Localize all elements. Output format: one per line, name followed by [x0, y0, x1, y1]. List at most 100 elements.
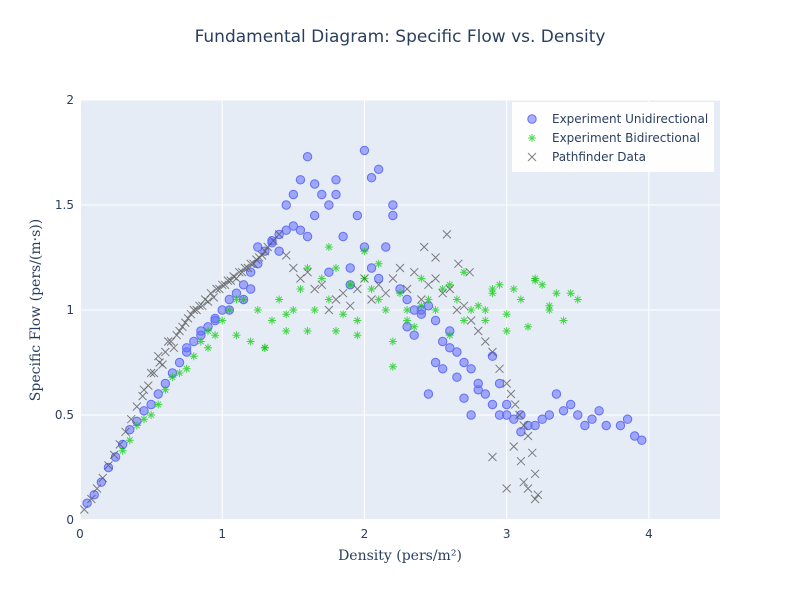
data-point	[494, 378, 505, 389]
data-point	[282, 327, 291, 335]
data-point	[353, 331, 362, 340]
data-point	[373, 164, 384, 175]
data-point	[189, 305, 199, 315]
data-point	[551, 389, 562, 399]
data-point	[253, 242, 263, 252]
data-point	[288, 221, 299, 231]
data-point	[332, 264, 340, 272]
data-point	[140, 415, 148, 424]
data-point	[98, 473, 108, 483]
data-point	[544, 410, 555, 420]
series-circle	[82, 145, 647, 508]
series-layer	[79, 145, 647, 514]
data-point	[192, 305, 201, 315]
data-point	[516, 427, 526, 437]
data-point	[324, 267, 334, 277]
data-point	[204, 343, 212, 352]
data-point	[178, 322, 187, 332]
data-point	[467, 306, 476, 314]
data-point	[92, 484, 102, 493]
data-point	[488, 289, 497, 298]
data-point	[622, 414, 633, 424]
data-point	[212, 284, 221, 294]
data-point	[453, 259, 463, 269]
data-point	[559, 316, 568, 325]
data-point	[523, 484, 533, 493]
data-point	[288, 263, 298, 273]
data-point	[519, 477, 529, 487]
data-point	[332, 327, 340, 335]
data-point	[466, 316, 476, 325]
legend-item[interactable]: Pathfinder Data	[527, 150, 646, 164]
data-point	[445, 284, 455, 294]
data-point	[524, 322, 532, 331]
data-point	[537, 414, 547, 424]
data-point	[215, 284, 224, 294]
data-point	[587, 414, 597, 424]
data-point	[87, 494, 96, 504]
data-point	[274, 230, 284, 239]
data-point	[220, 280, 230, 290]
data-point	[465, 267, 475, 277]
data-point	[232, 331, 241, 340]
data-point	[302, 231, 313, 242]
data-point	[460, 268, 468, 277]
data-point	[309, 210, 320, 221]
data-point	[573, 410, 583, 420]
data-point	[423, 389, 434, 399]
data-point	[295, 225, 306, 235]
data-point	[245, 284, 256, 294]
x-tick-label: 2	[361, 527, 369, 541]
data-point	[495, 364, 504, 374]
data-point	[339, 310, 348, 319]
data-point	[509, 414, 519, 424]
data-point	[487, 351, 498, 361]
data-point	[360, 247, 369, 256]
data-point	[274, 246, 284, 256]
data-point	[509, 442, 519, 451]
data-point	[232, 295, 241, 304]
legend-item[interactable]: Experiment Bidirectional	[528, 131, 700, 145]
data-point	[637, 435, 647, 445]
data-point	[515, 410, 524, 420]
legend-item[interactable]: Experiment Unidirectional	[527, 112, 708, 126]
data-point	[388, 362, 397, 371]
data-point	[296, 285, 305, 293]
data-point	[459, 357, 469, 368]
data-point	[238, 280, 249, 290]
data-point	[346, 280, 355, 289]
data-point	[424, 295, 433, 304]
data-point	[452, 305, 462, 315]
data-point	[374, 295, 383, 304]
data-point	[580, 420, 590, 431]
data-point	[395, 263, 405, 273]
data-point	[530, 469, 540, 479]
data-point	[466, 364, 476, 374]
data-point	[460, 316, 468, 325]
x-axis-label: Density (pers/m²)	[338, 548, 462, 564]
data-point	[480, 337, 490, 346]
data-point	[381, 288, 391, 298]
data-point	[565, 399, 576, 410]
data-point	[352, 284, 362, 294]
data-point	[509, 285, 518, 293]
data-point	[154, 400, 163, 409]
data-point	[545, 306, 554, 314]
data-point	[615, 420, 626, 431]
legend[interactable]: Experiment Unidirectional Experiment Bidi…	[512, 102, 714, 172]
data-point	[431, 274, 440, 283]
data-point	[96, 477, 107, 487]
y-tick-label: 1	[66, 303, 74, 317]
data-point	[303, 327, 312, 335]
data-point	[331, 189, 341, 200]
data-point	[487, 399, 498, 410]
data-point	[174, 357, 185, 368]
data-point	[416, 295, 426, 304]
data-point	[352, 210, 363, 221]
data-point	[459, 393, 469, 403]
data-point	[324, 200, 334, 210]
data-point	[409, 267, 419, 277]
data-point	[442, 230, 452, 239]
data-point	[282, 310, 291, 319]
data-point	[169, 343, 179, 353]
